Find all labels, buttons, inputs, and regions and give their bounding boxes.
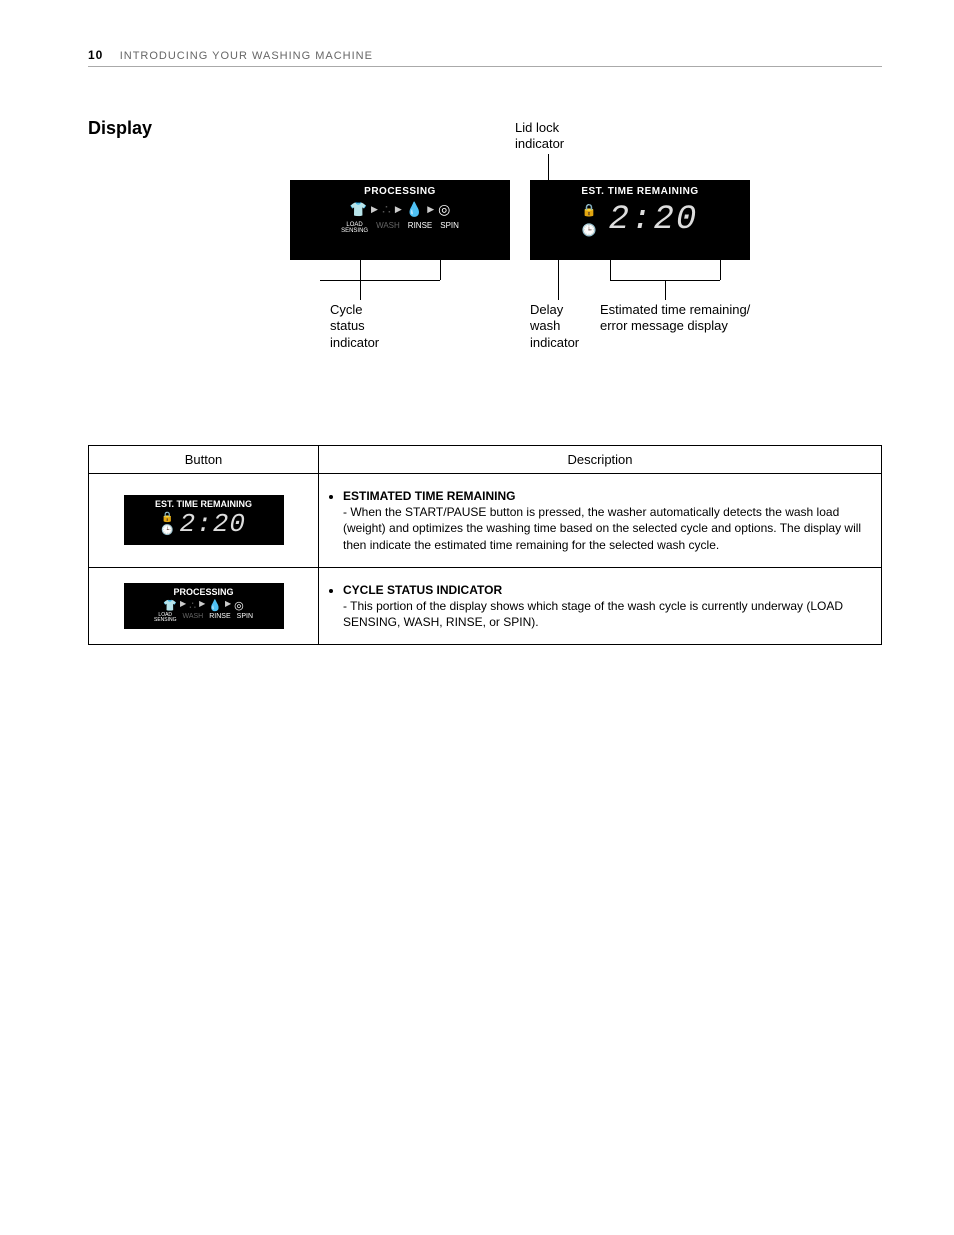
callout-line — [360, 280, 361, 300]
mini-panel-est-time: EST. TIME REMAINING 🔒 🕒 2:20 — [124, 495, 284, 545]
processing-title: PROCESSING — [290, 180, 510, 197]
display-heading: Display — [88, 118, 152, 139]
table-row: PROCESSING 👕 ▶ ∴ ▶ 💧 ▶ ◎ LOAD SENSING — [89, 567, 882, 645]
spin-icon: ◎ — [234, 599, 244, 612]
button-cell-processing: PROCESSING 👕 ▶ ∴ ▶ 💧 ▶ ◎ LOAD SENSING — [89, 567, 319, 645]
bubbles-icon: ∴ — [382, 201, 391, 218]
description-cell-est-time: ESTIMATED TIME REMAINING - When the STAR… — [319, 474, 882, 568]
callout-line — [558, 260, 559, 300]
page-header: 10 INTRODUCING YOUR WASHING MACHINE — [88, 48, 882, 67]
stage-wash: WASH — [376, 222, 400, 234]
processing-panel: PROCESSING 👕 ▶ ∴ ▶ 💧 ▶ ◎ LOAD SENSING WA… — [290, 180, 510, 260]
water-icon: 💧 — [208, 599, 222, 612]
desc-body: - When the START/PAUSE button is pressed… — [343, 505, 861, 551]
arrow-icon: ▶ — [199, 599, 205, 612]
col-description: Description — [319, 446, 882, 474]
cycle-status-callout: Cycle status indicator — [330, 302, 379, 351]
callout-line — [610, 260, 611, 280]
clock-icon: 🕒 — [582, 223, 597, 237]
stage-spin: SPIN — [440, 222, 459, 234]
delay-wash-callout: Delay wash indicator — [530, 302, 579, 351]
shirt-icon: 👕 — [163, 599, 177, 612]
spin-icon: ◎ — [438, 201, 450, 218]
arrow-icon: ▶ — [427, 204, 434, 215]
callout-line — [665, 280, 666, 300]
mini-panel-processing: PROCESSING 👕 ▶ ∴ ▶ 💧 ▶ ◎ LOAD SENSING — [124, 583, 284, 629]
description-table: Button Description EST. TIME REMAINING 🔒… — [88, 445, 882, 645]
arrow-icon: ▶ — [395, 204, 402, 215]
stage-spin: SPIN — [237, 613, 253, 623]
callout-line — [360, 260, 361, 280]
clock-icon: 🕒 — [161, 525, 173, 536]
stage-load-sensing: LOAD SENSING — [341, 222, 368, 234]
callout-line — [720, 260, 721, 280]
shirt-icon: 👕 — [350, 201, 367, 218]
page-number: 10 — [88, 48, 103, 62]
lid-lock-line2: indicator — [515, 136, 564, 151]
description-cell-processing: CYCLE STATUS INDICATOR - This portion of… — [319, 567, 882, 645]
button-cell-est-time: EST. TIME REMAINING 🔒 🕒 2:20 — [89, 474, 319, 568]
bubbles-icon: ∴ — [189, 599, 196, 612]
arrow-icon: ▶ — [180, 599, 186, 612]
water-icon: 💧 — [406, 201, 423, 218]
section-title: INTRODUCING YOUR WASHING MACHINE — [120, 50, 373, 62]
stage-wash: WASH — [183, 613, 204, 623]
arrow-icon: ▶ — [371, 204, 378, 215]
display-diagram: Lid lock indicator PROCESSING 👕 ▶ ∴ ▶ 💧 … — [270, 120, 790, 380]
time-value: 2:20 — [609, 201, 699, 239]
lock-icon: 🔒 — [161, 512, 173, 523]
table-header-row: Button Description — [89, 446, 882, 474]
stage-rinse: RINSE — [209, 613, 230, 623]
arrow-icon: ▶ — [225, 599, 231, 612]
processing-stage-labels: LOAD SENSING WASH RINSE SPIN — [290, 222, 510, 234]
lock-icon: 🔒 — [582, 203, 597, 217]
desc-title: CYCLE STATUS INDICATOR — [343, 583, 502, 597]
mini-time-value: 2:20 — [180, 509, 246, 539]
lid-lock-label: Lid lock indicator — [515, 120, 564, 151]
processing-icons: 👕 ▶ ∴ ▶ 💧 ▶ ◎ — [290, 197, 510, 222]
col-button: Button — [89, 446, 319, 474]
est-time-callout: Estimated time remaining/ error message … — [600, 302, 750, 335]
desc-body: - This portion of the display shows whic… — [343, 599, 843, 629]
time-remaining-panel: EST. TIME REMAINING 🔒 🕒 2:20 — [530, 180, 750, 260]
callout-line — [320, 280, 440, 281]
stage-load-sensing: LOAD SENSING — [154, 613, 177, 623]
time-remaining-title: EST. TIME REMAINING — [530, 180, 750, 197]
stage-rinse: RINSE — [408, 222, 432, 234]
table-row: EST. TIME REMAINING 🔒 🕒 2:20 ESTIMATED T… — [89, 474, 882, 568]
lid-lock-line1: Lid lock — [515, 120, 559, 135]
desc-title: ESTIMATED TIME REMAINING — [343, 489, 515, 503]
time-side-icons: 🔒 🕒 — [582, 203, 597, 237]
callout-line — [440, 260, 441, 280]
